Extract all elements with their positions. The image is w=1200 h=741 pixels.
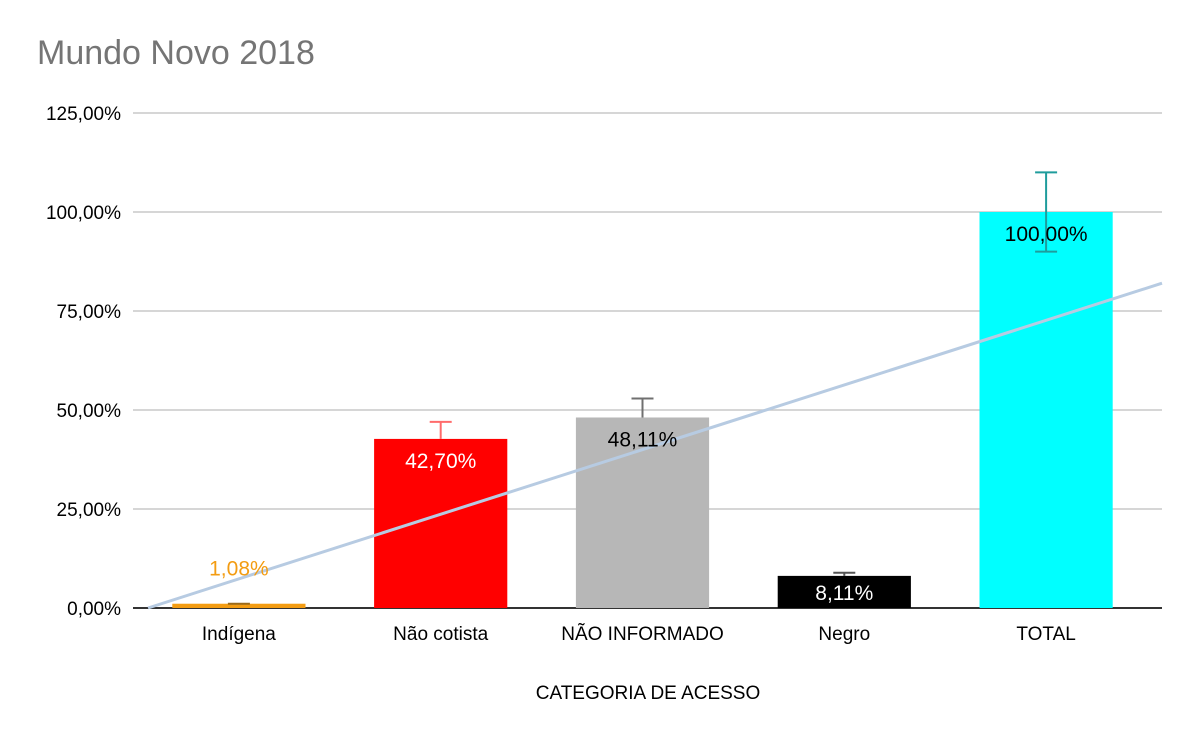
data-label: 8,11% bbox=[815, 582, 873, 605]
x-tick-label: Não cotista bbox=[393, 624, 488, 645]
y-tick-label: 125,00% bbox=[46, 104, 121, 125]
data-label: 48,11% bbox=[608, 428, 678, 451]
trendline-layer bbox=[147, 281, 1163, 610]
trendline bbox=[147, 281, 1163, 610]
y-tick-label: 25,00% bbox=[57, 500, 122, 521]
x-axis-category-labels: Indígena Não cotista NÃO INFORMADO Negro TOT… bbox=[202, 623, 1076, 645]
x-tick-label: Indígena bbox=[202, 624, 276, 645]
error-bars bbox=[227, 171, 1058, 605]
data-label: 1,08% bbox=[209, 558, 269, 581]
y-tick-label: 75,00% bbox=[57, 302, 122, 323]
x-tick-label: NÃO INFORMADO bbox=[561, 623, 724, 645]
data-label: 100,00% bbox=[1005, 223, 1088, 246]
y-tick-label: 50,00% bbox=[57, 401, 122, 422]
x-tick-label: TOTAL bbox=[1016, 624, 1075, 645]
y-axis-tick-labels: 0,00% 25,00% 50,00% 75,00% 100,00% 125,00% bbox=[46, 104, 121, 620]
bar bbox=[172, 603, 306, 608]
bar bbox=[777, 575, 911, 608]
x-axis-title: CATEGORIA DE ACESSO bbox=[536, 683, 761, 704]
y-tick-label: 100,00% bbox=[46, 203, 121, 224]
bar bbox=[374, 438, 508, 608]
data-label: 42,70% bbox=[405, 450, 476, 473]
chart-title: Mundo Novo 2018 bbox=[37, 34, 315, 72]
x-tick-label: Negro bbox=[818, 624, 870, 645]
data-labels: 1,08% 42,70% 48,11% 8,11% 100,00% bbox=[209, 223, 1087, 605]
y-tick-label: 0,00% bbox=[67, 599, 121, 620]
bar bbox=[979, 212, 1113, 608]
